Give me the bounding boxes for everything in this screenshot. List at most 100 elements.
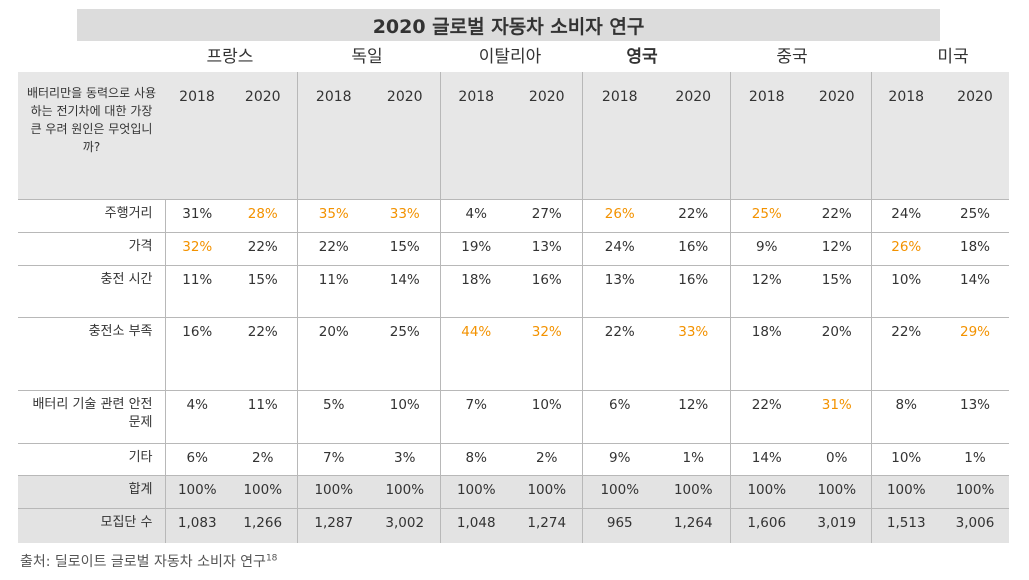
table-cell: 10% [870,443,941,476]
source-text: 출처: 딜로이트 글로벌 자동차 소비자 연구 [20,554,266,570]
table-cell: 1% [657,443,730,476]
country-label: 프랑스 [206,47,254,67]
table-cell: 28% [229,199,297,233]
table-cell: 18% [729,317,803,391]
year-header: 2018 [870,72,941,200]
table-cell: 100% [296,475,370,509]
row-label: 충전소 부족 [18,317,165,391]
table-cell: 14% [941,265,1009,318]
table-cell: 10% [870,265,941,318]
table-cell: 12% [657,390,730,444]
table-cell: 965 [581,508,657,543]
table-cell: 32% [512,317,582,391]
table-cell: 1,264 [657,508,730,543]
row-label: 합계 [18,475,165,509]
data-table: 배터리만을 동력으로 사용하는 전기차에 대한 가장 큰 우려 원인은 무엇입니… [18,72,1009,543]
table-cell: 100% [439,475,512,509]
table-cell: 10% [512,390,582,444]
table-cell: 22% [296,232,370,266]
table-cell: 100% [581,475,657,509]
table-cell: 22% [581,317,657,391]
table-cell: 25% [370,317,440,391]
table-row: 합계 100% 100% 100% 100% 100% 100% 100% 100% 100% 10… [18,475,1009,509]
table-cell: 1,083 [164,508,229,543]
table-cell: 16% [657,232,730,266]
table-cell: 100% [941,475,1009,509]
table-cell: 22% [870,317,941,391]
table-cell: 3,002 [370,508,440,543]
table-cell: 26% [581,199,657,233]
table-row: 가격 32% 22% 22% 15% 19% 13% 24% 16% 9% 12% 26% 18% [18,232,1009,266]
country-label: 영국 [626,47,658,67]
table-cell: 9% [581,443,657,476]
table-cell: 12% [803,232,871,266]
table-cell: 11% [229,390,297,444]
table-cell: 3,019 [803,508,871,543]
table-row: 충전소 부족 16% 22% 20% 25% 44% 32% 22% 33% 18% 20% 22% 2… [18,317,1009,391]
table-cell: 1,287 [296,508,370,543]
table-cell: 7% [296,443,370,476]
table-cell: 100% [803,475,871,509]
table-cell: 1,266 [229,508,297,543]
table-cell: 13% [512,232,582,266]
table-cell: 18% [941,232,1009,266]
country-label: 이탈리아 [478,47,542,67]
table-cell: 2% [512,443,582,476]
row-label: 모집단 수 [18,508,165,543]
table-cell: 22% [229,232,297,266]
table-cell: 31% [803,390,871,444]
table-cell: 3,006 [941,508,1009,543]
table-cell: 7% [439,390,512,444]
table-cell: 26% [870,232,941,266]
table-cell: 24% [581,232,657,266]
table-cell: 22% [803,199,871,233]
table-cell: 9% [729,232,803,266]
year-header: 2018 [729,72,803,200]
year-header: 2018 [296,72,370,200]
table-cell: 1,274 [512,508,582,543]
country-label: 독일 [351,47,383,67]
table-cell: 33% [370,199,440,233]
table-cell: 29% [941,317,1009,391]
table-cell: 100% [729,475,803,509]
table-row: 모집단 수 1,083 1,266 1,287 3,002 1,048 1,274 965 1,… [18,508,1009,543]
country-header-row: 프랑스 독일 이탈리아 영국 중국 미국 [0,44,1029,70]
year-header: 2020 [803,72,871,200]
year-header: 2018 [165,72,229,200]
table-cell: 19% [439,232,512,266]
table-cell: 100% [512,475,582,509]
year-header: 2020 [229,72,297,200]
table-cell: 6% [164,443,229,476]
table-cell: 4% [439,199,512,233]
table-row: 기타 6% 2% 7% 3% 8% 2% 9% 1% 14% 0% 10% 1% [18,443,1009,476]
table-row: 배터리 기술 관련 안전 문제 4% 11% 5% 10% 7% 10% 6% 12% 22% 31… [18,390,1009,444]
table-cell: 24% [870,199,941,233]
year-header: 2020 [370,72,440,200]
table-cell: 35% [296,199,370,233]
table-cell: 32% [164,232,229,266]
table-cell: 18% [439,265,512,318]
table-cell: 3% [370,443,440,476]
table-cell: 1% [941,443,1009,476]
table-cell: 20% [296,317,370,391]
row-label: 가격 [18,232,165,266]
table-row: 주행거리 31% 28% 35% 33% 4% 27% 26% 22% 25% 22% 24% 25% [18,199,1009,233]
table-cell: 100% [657,475,730,509]
year-header: 2018 [439,72,512,200]
table-cell: 13% [581,265,657,318]
row-label: 주행거리 [18,199,165,233]
table-cell: 12% [729,265,803,318]
table-cell: 27% [512,199,582,233]
table-cell: 1,048 [439,508,512,543]
table-cell: 100% [370,475,440,509]
table-cell: 11% [164,265,229,318]
table-cell: 100% [164,475,229,509]
table-cell: 25% [729,199,803,233]
country-label: 미국 [937,47,969,67]
source-note: 출처: 딜로이트 글로벌 자동차 소비자 연구18 [20,551,277,571]
survey-question: 배터리만을 동력으로 사용하는 전기차에 대한 가장 큰 우려 원인은 무엇입니… [18,72,165,200]
year-header: 2020 [941,72,1009,200]
table-row: 충전 시간 11% 15% 11% 14% 18% 16% 13% 16% 12% 15% 10% 14… [18,265,1009,318]
row-label: 충전 시간 [18,265,165,318]
table-cell: 33% [657,317,730,391]
